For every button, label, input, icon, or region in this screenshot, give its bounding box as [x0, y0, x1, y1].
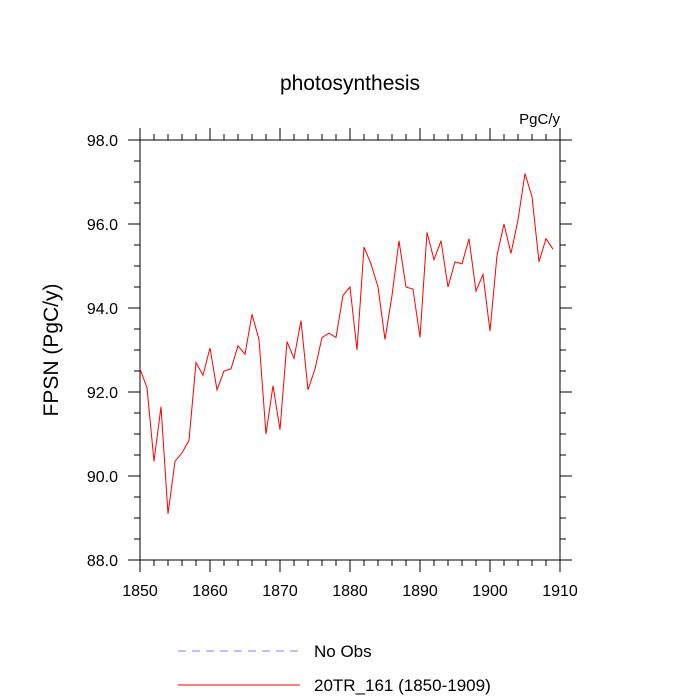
x-tick-label: 1850: [122, 583, 158, 600]
y-tick-label: 88.0: [87, 553, 118, 570]
tick-labels-layer: 1850 1860 1870 1880 1890 1900 1910 88.0 90.0 92.0…: [87, 133, 578, 600]
x-tick-label: 1900: [472, 583, 508, 600]
legend-label: 20TR_161 (1850-1909): [314, 676, 491, 695]
chart-title: photosynthesis: [280, 72, 420, 95]
y-tick-label: 94.0: [87, 301, 118, 318]
y-axis-label: FPSN (PgC/y): [40, 283, 63, 416]
ticks-layer: [128, 128, 572, 572]
x-tick-label: 1870: [262, 583, 298, 600]
x-tick-label: 1910: [542, 583, 578, 600]
y-tick-label: 90.0: [87, 469, 118, 486]
series-layer: [139, 173, 554, 514]
x-tick-label: 1860: [192, 583, 228, 600]
series-line: [139, 173, 554, 514]
x-tick-label: 1890: [402, 583, 438, 600]
x-tick-label: 1880: [332, 583, 368, 600]
y-tick-label: 98.0: [87, 133, 118, 150]
y-tick-label: 92.0: [87, 385, 118, 402]
units-label: PgC/y: [519, 111, 560, 128]
legend-label: No Obs: [314, 642, 372, 661]
plot-frame: [139, 139, 561, 561]
legend: No Obs 20TR_161 (1850-1909): [178, 642, 491, 695]
y-tick-label: 96.0: [87, 217, 118, 234]
